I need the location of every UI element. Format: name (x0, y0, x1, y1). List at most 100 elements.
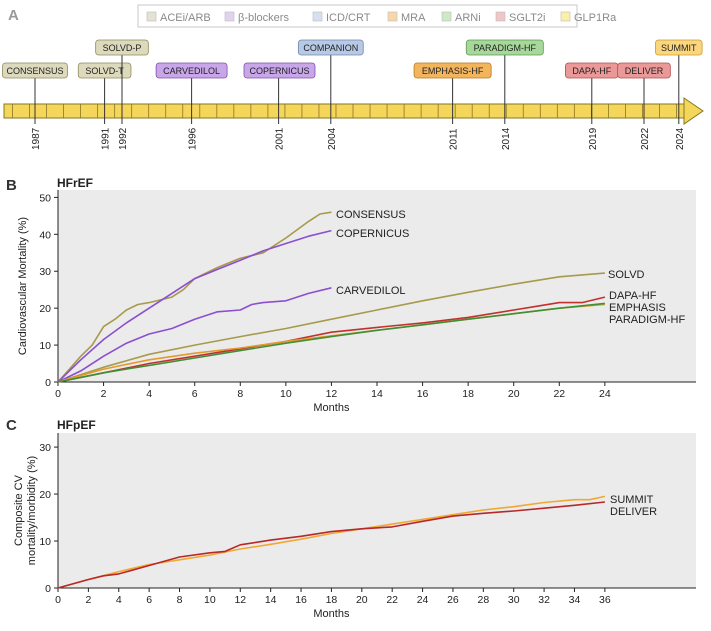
legend-label-arni: ARNi (455, 12, 481, 24)
trial-box-summit (655, 39, 703, 56)
x-tick-label: 36 (599, 594, 611, 606)
legend-box (137, 4, 578, 28)
timeline: CONSENSUS SOLVD-T SOLVD-P CARVEDILOL COPERNI… (2, 39, 704, 150)
trial-label-summit: SUMMIT (661, 43, 697, 53)
legend-label-acei-arb: ACEi/ARB (160, 12, 211, 24)
x-tick-label: 10 (204, 594, 216, 606)
year-label-1992: 1992 (118, 127, 129, 150)
y-tick-label: 20 (39, 303, 51, 315)
trial-box-carvedilol (155, 62, 228, 79)
legend-swatch-mra (387, 11, 398, 22)
series-line-copernicus (57, 229, 332, 383)
x-tick-label: 12 (326, 388, 338, 400)
series-line-paradigm-hf (57, 302, 605, 383)
x-tick-label: 22 (553, 388, 565, 400)
x-tick-label: 2 (101, 388, 107, 400)
legend-swatch-sglt2i (495, 11, 506, 22)
x-tick-label: 10 (280, 388, 292, 400)
x-tick-label: 14 (371, 388, 383, 400)
trial-box-deliver (617, 62, 671, 79)
x-tick-label: 18 (462, 388, 474, 400)
trial-box-emphasis-hf (413, 62, 492, 79)
legend-swatch-glp1ra (560, 11, 571, 22)
year-label-2024: 2024 (675, 127, 686, 150)
series-label-dapa-hf: DAPA-HF (609, 290, 657, 302)
y-tick-label: 20 (39, 489, 51, 501)
legend-label-mra: MRA (401, 12, 426, 24)
year-label-2022: 2022 (640, 127, 651, 150)
legend-label-blockers: β-blockers (238, 12, 289, 24)
y-axis-label: Composite CVmortality/morbidity (%) (13, 456, 38, 565)
legend: ACEi/ARB β-blockers ICD/CRT MRA ARNi SGLT2i GL… (137, 4, 617, 28)
trial-label-solvd-p: SOLVD-P (103, 43, 142, 53)
y-tick-label: 10 (39, 536, 51, 548)
x-axis-label: Months (313, 402, 350, 414)
legend-swatch-blockers (224, 11, 235, 22)
legend-swatch-icd-crt (312, 11, 323, 22)
hfpef-title: HFpEF (57, 418, 96, 432)
year-label-2014: 2014 (501, 127, 512, 150)
x-tick-label: 28 (477, 594, 489, 606)
x-tick-label: 34 (569, 594, 581, 606)
timeline-bar (3, 103, 686, 119)
trial-box-paradigm-hf (465, 39, 544, 56)
trial-label-companion: COMPANION (303, 43, 358, 53)
year-label-2019: 2019 (588, 127, 599, 150)
x-tick-label: 8 (237, 388, 243, 400)
trial-label-emphasis-hf: EMPHASIS-HF (422, 66, 484, 76)
x-tick-label: 0 (55, 388, 61, 400)
trial-box-copernicus (243, 62, 316, 79)
x-tick-label: 18 (326, 594, 338, 606)
y-axis-label-line: Composite CV (13, 474, 25, 546)
trial-label-deliver: DELIVER (625, 66, 664, 76)
y-tick-label: 30 (39, 442, 51, 454)
x-tick-label: 24 (599, 388, 611, 400)
trial-label-consensus: CONSENSUS (6, 66, 63, 76)
x-tick-label: 6 (146, 594, 152, 606)
trial-label-paradigm-hf: PARADIGM-HF (474, 43, 537, 53)
series-label-paradigm-hf: PARADIGM-HF (609, 314, 685, 326)
x-tick-label: 32 (538, 594, 550, 606)
x-tick-label: 6 (192, 388, 198, 400)
y-tick-label: 0 (45, 583, 51, 595)
series-line-dapa-hf (57, 296, 606, 383)
x-tick-label: 4 (146, 388, 152, 400)
panel-label-a: A (8, 7, 19, 24)
trial-box-solvd-t (77, 62, 132, 79)
series-label-deliver: DELIVER (610, 506, 657, 518)
y-tick-label: 10 (39, 340, 51, 352)
panel-label-b: B (6, 177, 17, 194)
x-axis-label: Months (313, 608, 350, 620)
year-label-1996: 1996 (188, 127, 199, 150)
x-tick-label: 22 (386, 594, 398, 606)
x-tick-label: 16 (295, 594, 307, 606)
trial-label-solvd-t: SOLVD-T (85, 66, 124, 76)
x-tick-label: 20 (356, 594, 368, 606)
timeline-arrowhead (683, 97, 704, 125)
x-tick-label: 14 (265, 594, 277, 606)
y-tick-label: 50 (39, 192, 51, 204)
y-axis-label: Cardiovascular Mortality (%) (17, 217, 29, 355)
plot-area (58, 190, 696, 382)
legend-label-icd-crt: ICD/CRT (326, 12, 371, 24)
y-tick-label: 0 (45, 377, 51, 389)
series-label-emphasis: EMPHASIS (609, 302, 666, 314)
x-tick-label: 8 (177, 594, 183, 606)
series-label-summit: SUMMIT (610, 494, 654, 506)
year-label-2011: 2011 (449, 128, 460, 150)
year-label-2004: 2004 (327, 127, 338, 150)
trial-box-consensus (2, 62, 68, 79)
series-label-consensus: CONSENSUS (336, 209, 406, 221)
series-label-solvd: SOLVD (608, 269, 645, 281)
series-line-consensus (57, 211, 332, 383)
year-label-1987: 1987 (31, 127, 42, 150)
year-label-2001: 2001 (275, 127, 286, 150)
series-line-carvedilol (57, 287, 332, 383)
legend-label-sglt2i: SGLT2i (509, 12, 545, 24)
x-tick-label: 0 (55, 594, 61, 606)
hfref-title: HFrEF (57, 176, 93, 190)
